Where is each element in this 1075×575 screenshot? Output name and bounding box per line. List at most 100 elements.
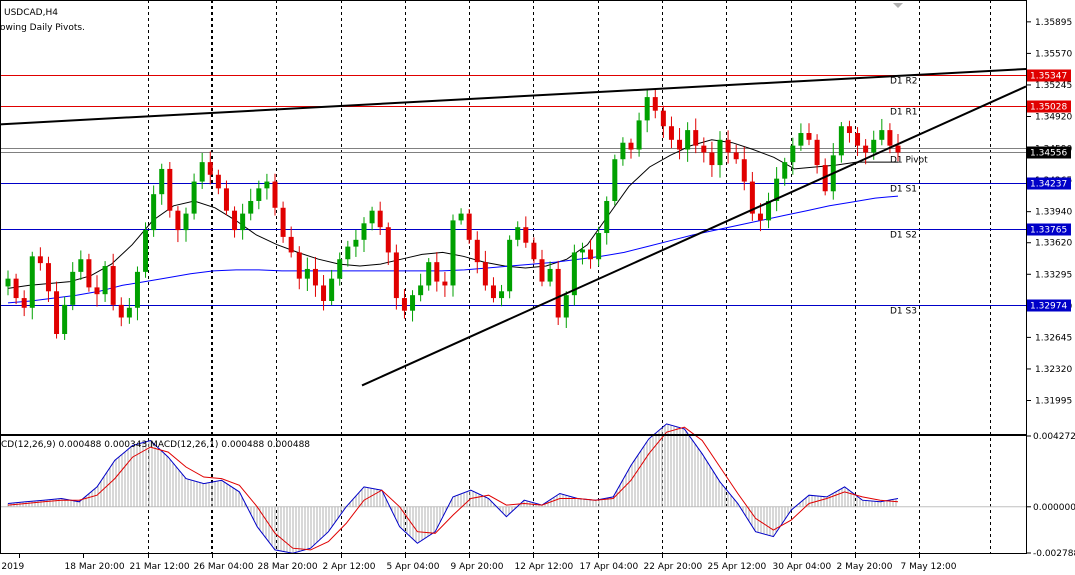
candle-body: [94, 287, 100, 295]
candle-body: [280, 207, 286, 237]
candle-body: [296, 252, 302, 279]
price-tag-label: 1.34556: [1030, 149, 1067, 159]
candle-body: [644, 97, 650, 121]
time-tick-label: 25 Apr 12:00: [708, 562, 767, 572]
macd-tick-label: 0.004272: [1033, 432, 1075, 442]
candle-body: [733, 152, 739, 160]
candle-body: [312, 268, 318, 286]
candle-body: [361, 223, 367, 240]
candle-body: [329, 278, 335, 301]
pivot-label: D1 R1: [890, 108, 918, 118]
time-tick-label: 22 Apr 20:00: [644, 562, 703, 572]
candle-body: [134, 271, 140, 308]
candle-body: [806, 133, 812, 140]
price-tick-label: 1.35895: [1035, 18, 1072, 28]
time-axis: Mar 2019 18 Mar 20:00 21 Mar 12:00 26 Mar 0…: [0, 554, 957, 572]
candle-body: [110, 266, 116, 305]
macd-panel: [0, 423, 1026, 554]
macd-tick-label: -0.002788: [1033, 549, 1075, 559]
candle-body: [620, 142, 626, 160]
candle-body: [474, 239, 480, 263]
time-tick-label: 5 Apr 04:00: [387, 562, 440, 572]
candle-body: [790, 145, 796, 163]
candle-body: [54, 291, 60, 334]
price-tag-label: 1.34237: [1030, 180, 1067, 190]
macd-tick-label: 0.000000: [1033, 503, 1075, 513]
time-tick-label: 2 May 20:00: [837, 562, 893, 572]
candle-body: [385, 227, 391, 253]
candle-body: [345, 246, 351, 260]
time-tick-label: 17 Apr 04:00: [580, 562, 639, 572]
time-tick-label: Mar 2019: [0, 562, 25, 572]
price-tag: [1027, 177, 1071, 190]
chart-shift-marker[interactable]: [893, 3, 903, 8]
candle-body: [86, 259, 92, 288]
price-tick-label: 1.33295: [1035, 270, 1072, 280]
candle-body: [191, 181, 197, 214]
candle-body: [757, 213, 763, 221]
candle-body: [353, 239, 359, 247]
price-tag-label: 1.33765: [1030, 226, 1067, 236]
candle-body: [612, 159, 618, 201]
macd-signal-line: [7, 426, 899, 551]
price-tag-label: 1.35028: [1030, 103, 1067, 113]
price-tick-label: 1.32320: [1035, 365, 1072, 375]
price-tick-label: 1.33940: [1035, 208, 1072, 218]
candle-body: [693, 130, 699, 146]
candle-body: [555, 268, 561, 318]
candle-body: [78, 259, 84, 272]
candle-body: [321, 285, 327, 301]
price-tick-label: 1.35245: [1035, 81, 1072, 91]
candle-body: [466, 213, 472, 240]
price-tag: [1027, 299, 1071, 312]
pivot-label: D1 S1: [890, 185, 917, 195]
time-tick-label: 21 Mar 12:00: [130, 562, 190, 572]
candle-body: [377, 210, 383, 228]
time-tick-label: 2 Apr 12:00: [323, 562, 376, 572]
candle-body: [62, 304, 68, 334]
price-tag: [1027, 100, 1071, 113]
candle-body: [240, 213, 246, 231]
candle-body: [118, 304, 124, 318]
candle-body: [482, 262, 488, 286]
candle-body: [660, 110, 666, 127]
candle-body: [741, 159, 747, 182]
candle-body: [774, 178, 780, 201]
candle-body: [426, 262, 432, 286]
candle-body: [434, 262, 440, 282]
macd-axis: 0.004272 0.000000 -0.002788: [1026, 432, 1075, 559]
pivot-label: D1 S2: [890, 231, 917, 241]
candle-body: [636, 120, 642, 150]
candle-body: [879, 130, 885, 140]
candle-body: [709, 152, 715, 166]
candle-body: [304, 268, 310, 279]
candle-body: [717, 139, 723, 166]
symbol-title: USDCAD,H4: [4, 8, 58, 18]
candle-body: [393, 252, 399, 299]
candle-body: [604, 200, 610, 234]
candle-body: [256, 188, 262, 201]
price-tick-label: 1.33620: [1035, 239, 1072, 249]
candle-body: [450, 220, 456, 286]
candle-body: [410, 295, 416, 311]
candle-body: [855, 133, 861, 146]
candle-body: [766, 200, 772, 221]
candle-body: [571, 252, 577, 296]
price-tag-label: 1.32974: [1030, 302, 1067, 312]
candle-body: [579, 249, 585, 253]
price-tag-label: 1.35347: [1030, 72, 1067, 82]
time-tick-label: 18 Mar 20:00: [65, 562, 125, 572]
price-tags: 1.35347 1.35028 1.34556 1.34237 1.33765 1.329…: [1027, 69, 1071, 312]
candle-body: [272, 181, 278, 208]
candle-body: [515, 227, 521, 240]
macd-main-line: [7, 423, 899, 554]
candle-body: [499, 291, 505, 299]
candle-body: [143, 230, 149, 272]
candle-body: [846, 126, 852, 134]
candle-body: [628, 142, 634, 150]
candle-body: [895, 145, 901, 153]
candle-body: [677, 139, 683, 150]
candle-body: [490, 285, 496, 299]
candle-body: [749, 181, 755, 214]
